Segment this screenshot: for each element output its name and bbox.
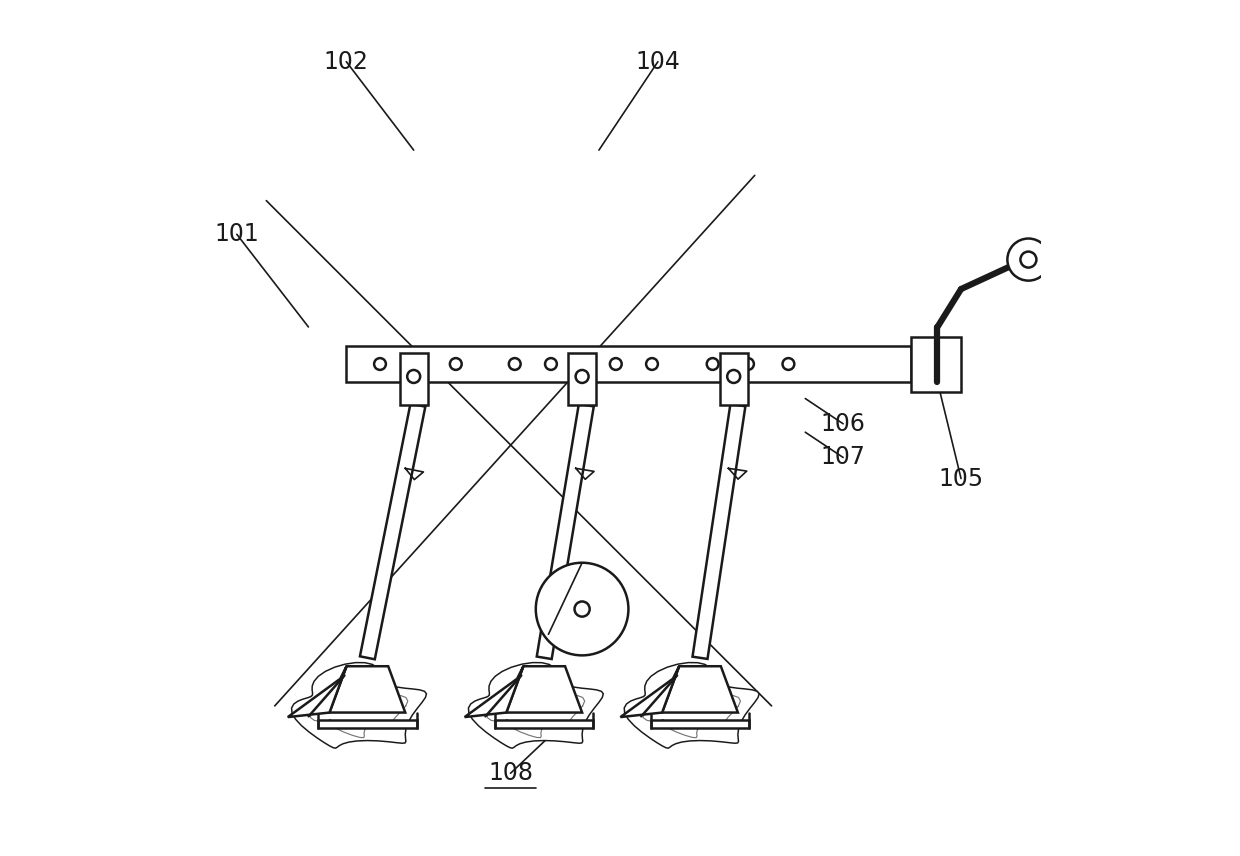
Circle shape [574, 602, 590, 616]
Circle shape [1021, 252, 1037, 268]
Polygon shape [330, 666, 405, 712]
Bar [651, 720, 749, 728]
Circle shape [610, 358, 621, 370]
Circle shape [546, 358, 557, 370]
Polygon shape [624, 663, 759, 748]
Polygon shape [692, 404, 745, 659]
Polygon shape [620, 666, 680, 717]
Circle shape [742, 358, 754, 370]
Circle shape [646, 358, 658, 370]
Bar [568, 353, 596, 405]
Text: 108: 108 [489, 761, 533, 785]
Bar [346, 347, 910, 382]
Circle shape [707, 358, 718, 370]
Bar [319, 720, 417, 728]
Bar [399, 353, 428, 405]
Circle shape [450, 358, 461, 370]
Circle shape [575, 370, 589, 383]
Bar [910, 337, 961, 392]
Bar [719, 353, 748, 405]
Polygon shape [288, 666, 346, 717]
Polygon shape [360, 404, 425, 659]
Bar [495, 720, 594, 728]
Circle shape [412, 358, 424, 370]
Text: 105: 105 [939, 467, 983, 490]
Polygon shape [662, 666, 738, 712]
Polygon shape [506, 666, 582, 712]
Polygon shape [465, 666, 523, 717]
Text: 102: 102 [324, 50, 368, 74]
Circle shape [407, 370, 420, 383]
Text: 106: 106 [821, 412, 866, 436]
Polygon shape [291, 663, 427, 748]
Circle shape [508, 358, 521, 370]
Circle shape [727, 370, 740, 383]
Text: 104: 104 [635, 50, 681, 74]
Text: 101: 101 [215, 223, 259, 247]
Circle shape [782, 358, 795, 370]
Polygon shape [537, 404, 594, 659]
Polygon shape [469, 663, 604, 748]
Circle shape [536, 562, 629, 656]
Circle shape [374, 358, 386, 370]
Text: 107: 107 [821, 445, 866, 469]
Circle shape [1007, 239, 1049, 281]
